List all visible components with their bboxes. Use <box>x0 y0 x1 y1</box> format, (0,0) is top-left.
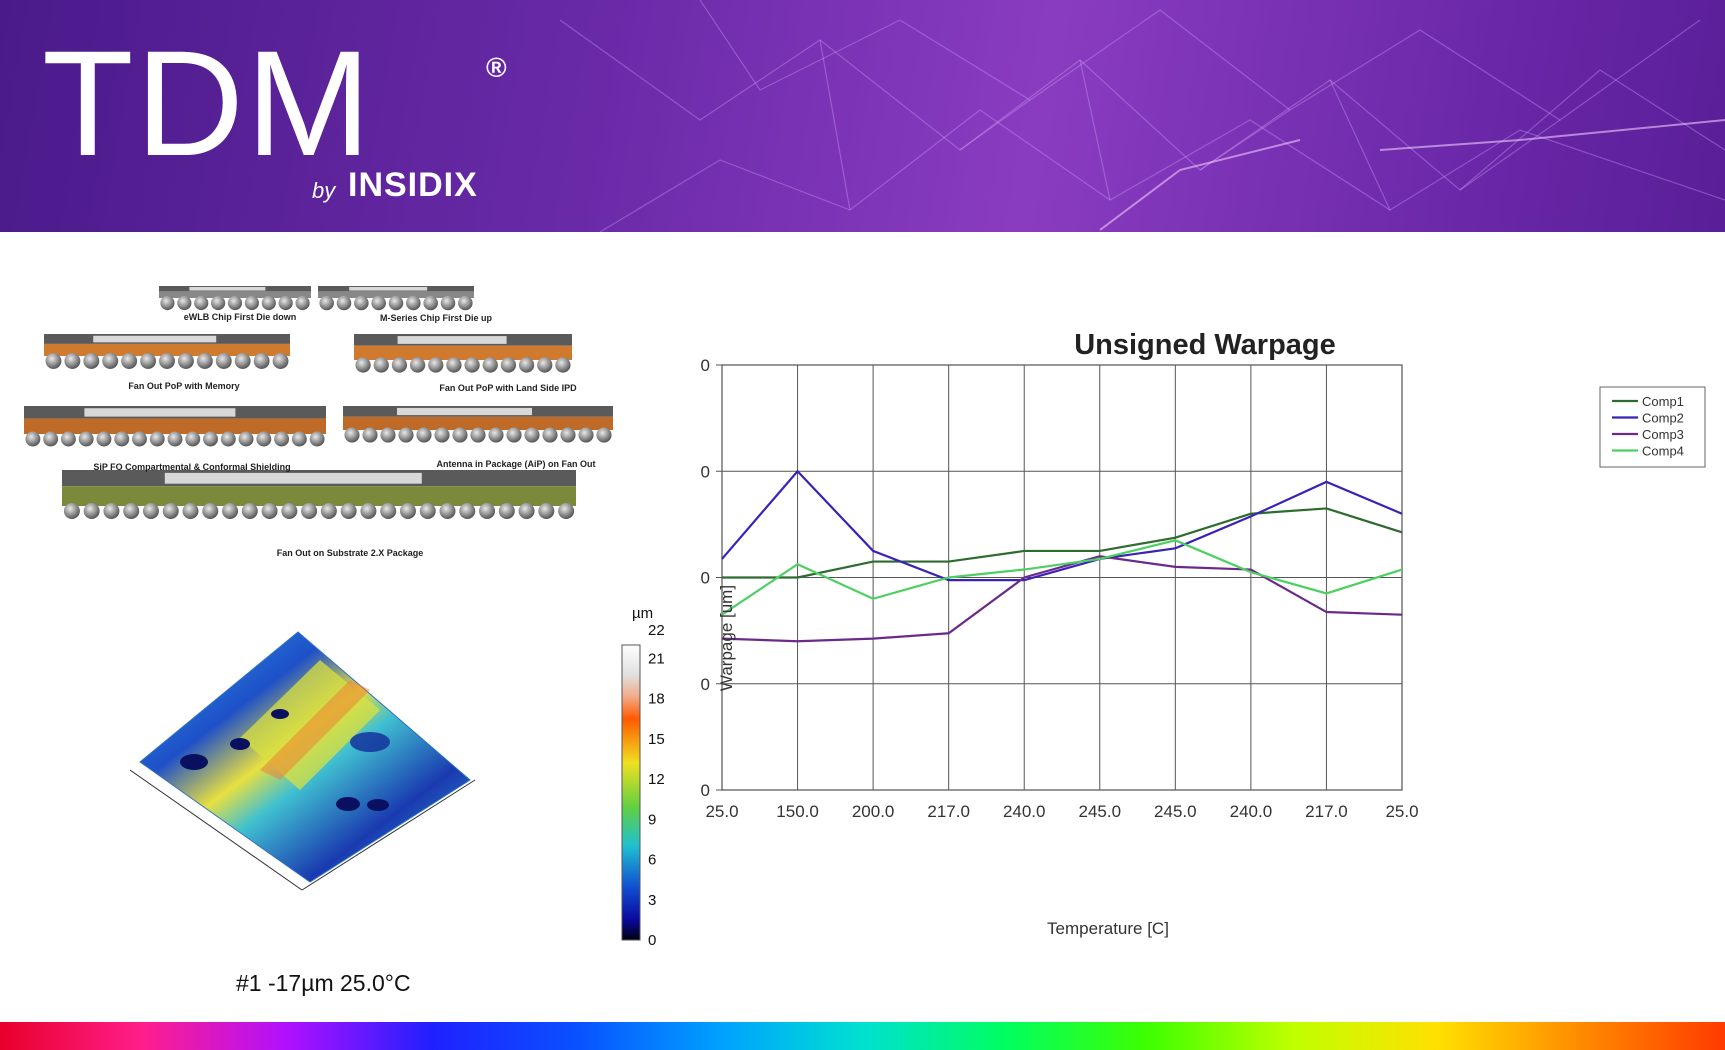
y-tick-label: 60 <box>700 462 710 481</box>
colorbar-tick-label: 0 <box>648 932 656 949</box>
insidix-logo: INSIDIX <box>348 166 478 204</box>
chart-title: Unsigned Warpage <box>1074 329 1336 361</box>
package-drawing <box>62 470 576 519</box>
package-label: SiP FO Compartmental & Conformal Shieldi… <box>93 462 290 472</box>
warpage-surface-map <box>130 631 476 891</box>
colorbar-tick-label: 18 <box>648 691 665 708</box>
surface-caption: #1 -17µm 25.0°C <box>236 970 411 996</box>
y-axis-label: Warpage [um] <box>717 585 736 691</box>
package-label: Fan Out PoP with Land Side IPD <box>439 383 577 393</box>
x-tick-label: 200.0 <box>852 802 895 821</box>
package-label: Fan Out on Substrate 2.X Package <box>277 548 424 558</box>
colorbar-tick-label: 22 <box>648 622 665 639</box>
package-drawing <box>354 334 572 373</box>
colorbar-tick-label: 6 <box>648 852 656 869</box>
x-tick-label: 245.0 <box>1079 802 1122 821</box>
tdm-logo: TDM <box>42 19 373 187</box>
warpage-line-chart: Unsigned Warpage 25.0 150.0 200.0 217.0 240.… <box>700 329 1706 938</box>
x-tick-label: 240.0 <box>1230 802 1273 821</box>
x-tick-label: 245.0 <box>1154 802 1197 821</box>
surface-colorbar: µm 22 21 18 15 12 9 6 3 0 <box>621 605 665 949</box>
colorbar-tick-label: 15 <box>648 731 665 748</box>
legend-entry: Comp2 <box>1642 411 1684 426</box>
colorbar-tick-label: 9 <box>648 811 656 828</box>
series-line-comp2 <box>721 469 1403 582</box>
package-label: eWLB Chip First Die down <box>184 312 297 322</box>
x-tick-label: 25.0 <box>705 802 738 821</box>
package-drawing <box>24 406 326 447</box>
package-drawing <box>343 406 613 443</box>
registered-mark: ® <box>486 52 507 83</box>
rainbow-footer-bar <box>0 1022 1725 1050</box>
y-tick-label: 20 <box>700 675 710 694</box>
x-tick-label: 217.0 <box>927 802 970 821</box>
x-tick-label: 25.0 <box>1385 802 1418 821</box>
package-label: Fan Out PoP with Memory <box>128 381 239 391</box>
legend-entry: Comp1 <box>1642 394 1684 409</box>
y-tick-label: 0 <box>701 781 710 800</box>
header-banner: TDM ® by INSIDIX <box>0 0 1725 232</box>
package-cross-sections: eWLB Chip First Die down M-Series Chip F… <box>24 286 613 558</box>
colorbar-tick-label: 3 <box>648 892 656 909</box>
colorbar-tick-label: 12 <box>648 771 665 788</box>
package-drawing <box>318 286 474 311</box>
colorbar-tick-label: 21 <box>648 650 665 667</box>
x-tick-label: 240.0 <box>1003 802 1046 821</box>
package-label: Antenna in Package (AiP) on Fan Out <box>436 459 595 469</box>
package-label: M-Series Chip First Die up <box>380 313 493 323</box>
series-line-comp3 <box>721 555 1403 643</box>
y-tick-label: 80 <box>700 356 710 375</box>
package-drawing <box>44 334 290 369</box>
logo-by-text: by <box>312 178 336 203</box>
legend-entry: Comp3 <box>1642 427 1684 442</box>
colorbar-unit: µm <box>632 605 653 622</box>
x-tick-label: 217.0 <box>1305 802 1348 821</box>
series-line-comp1 <box>722 507 1403 579</box>
legend-entry: Comp4 <box>1642 444 1684 459</box>
x-axis-label: Temperature [C] <box>1047 919 1169 938</box>
network-pattern-decoration <box>559 0 1725 232</box>
x-tick-label: 150.0 <box>776 802 819 821</box>
y-tick-label: 40 <box>700 569 710 588</box>
series-line-comp4 <box>721 539 1403 616</box>
package-drawing <box>159 286 311 311</box>
